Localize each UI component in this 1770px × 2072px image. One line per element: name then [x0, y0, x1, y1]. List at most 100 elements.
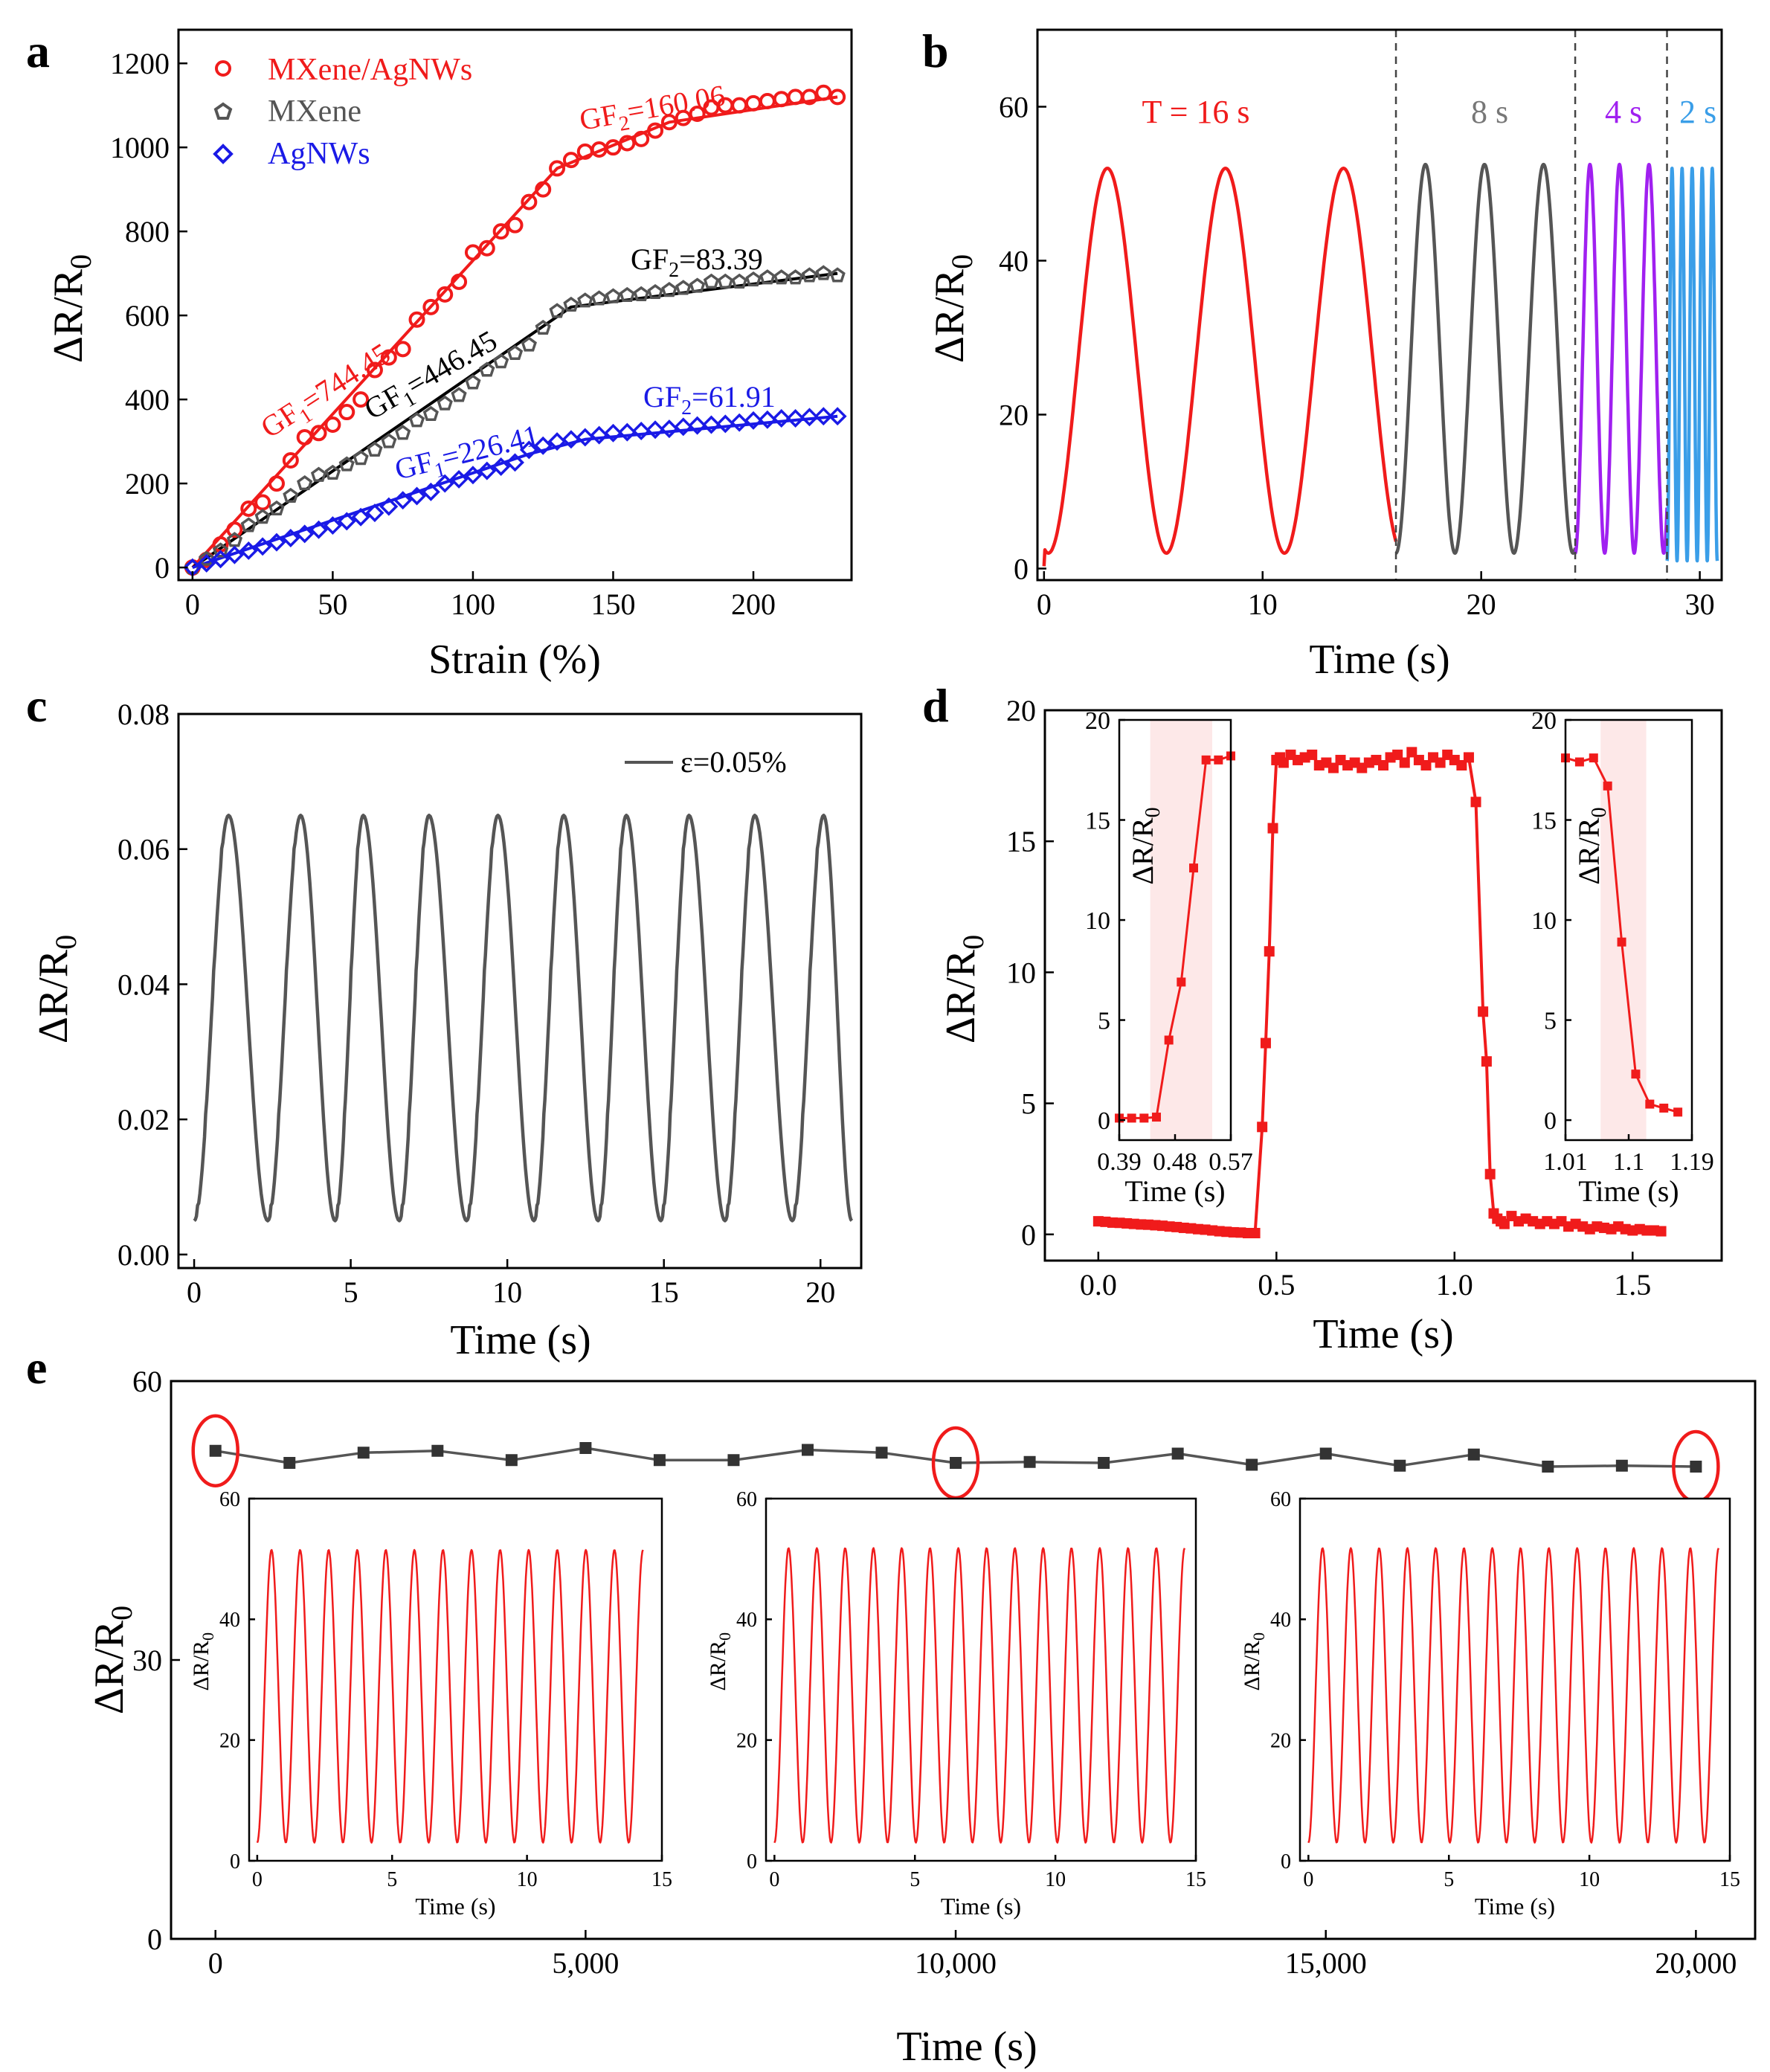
data-point-mxene	[619, 286, 635, 303]
data-point-mxene-agnws	[829, 89, 846, 106]
data-point-mxene-agnws	[408, 311, 425, 328]
panel-c-frame	[177, 712, 863, 1270]
inset-data-point	[1164, 1035, 1174, 1045]
x-tick-label: 0.39	[1097, 1148, 1142, 1176]
data-point-mxene	[745, 271, 762, 287]
data-point-mxene-agnws	[619, 135, 636, 152]
data-point-mxene	[773, 269, 790, 285]
x-tick-label: 10	[1579, 1868, 1600, 1891]
x-tick-label: 15,000	[1285, 1946, 1367, 1980]
data-point-mxene	[549, 303, 565, 318]
data-point-mxene-agnws	[464, 244, 481, 261]
data-point-response	[1470, 797, 1481, 808]
x-tick-label: 200	[731, 588, 776, 621]
inset-data-point	[1589, 753, 1598, 763]
gf2-agnws: GF2=61.91	[643, 380, 776, 419]
inset-background	[1300, 1499, 1730, 1861]
data-point-agnws	[715, 414, 735, 434]
legend-label-mxene-agnws: MXene/AgNWs	[268, 53, 472, 87]
data-point-mxene	[801, 267, 818, 283]
panel-b-label-8s: 8 s	[1471, 94, 1508, 130]
data-point-mxene-agnws	[394, 341, 411, 358]
data-point-response	[1249, 1228, 1261, 1238]
y-tick-label: 200	[125, 467, 170, 501]
data-point-mxene	[689, 277, 706, 293]
data-point-mxene-agnws	[549, 160, 566, 177]
y-tick-label: 0	[1544, 1107, 1557, 1135]
data-point-peak	[1542, 1461, 1554, 1473]
panel-d-xlabel: Time (s)	[1313, 1311, 1453, 1357]
ylabel-a-main: ΔR/R	[45, 268, 91, 363]
data-point-agnws	[323, 516, 342, 535]
inset-data-point	[1673, 1107, 1683, 1117]
data-point-agnws	[828, 407, 847, 426]
panel-d-frame	[1043, 709, 1723, 1262]
data-point-mxene	[829, 267, 846, 283]
y-tick-label: 60	[736, 1488, 757, 1511]
data-point-agnws	[267, 533, 286, 552]
x-tick-label: 20	[1467, 588, 1496, 621]
data-point-mxene	[240, 517, 257, 533]
legend-marker-mxene	[213, 102, 233, 120]
data-point-mxene	[268, 500, 285, 516]
data-point-mxene	[381, 433, 397, 448]
y-tick-label: 10	[1085, 907, 1110, 935]
y-tick-label: 40	[999, 244, 1029, 277]
inset-data-point	[1201, 755, 1211, 765]
y-tick-label: 20	[1531, 707, 1557, 735]
y-tick-label: 0	[1098, 1107, 1110, 1135]
y-tick-label: 1000	[110, 131, 170, 164]
x-tick-label: 1.19	[1670, 1148, 1714, 1176]
data-point-agnws	[197, 553, 216, 573]
data-point-mxene-agnws	[647, 122, 664, 139]
x-tick-label: 100	[451, 588, 495, 621]
highlight-circle	[191, 1414, 239, 1487]
panel-b-label-2s: 2 s	[1679, 94, 1716, 130]
data-point-mxene-agnws	[366, 361, 383, 379]
inset-data-point	[1214, 755, 1223, 765]
data-point-mxene	[199, 550, 215, 566]
data-point-agnws	[253, 537, 272, 556]
data-point-response	[1328, 762, 1339, 773]
data-point-mxene	[479, 361, 495, 377]
inset-ylabel: ΔR/R0	[1572, 807, 1611, 884]
data-point-peak	[1171, 1447, 1184, 1460]
y-tick-label: 60	[219, 1488, 240, 1511]
data-point-peak	[727, 1454, 740, 1467]
inset-background	[766, 1499, 1196, 1861]
data-point-peak	[1246, 1458, 1258, 1471]
data-point-mxene-agnws	[521, 193, 538, 210]
x-tick-label: 150	[590, 588, 635, 621]
inset-xlabel: Time (s)	[1475, 1893, 1555, 1920]
panel-e-ylabel: ΔR/R0	[86, 1606, 138, 1714]
inset-data-point	[1152, 1113, 1161, 1122]
inset-ylabel: ΔR/R0	[1240, 1632, 1268, 1691]
data-point-mxene-agnws	[506, 216, 524, 234]
panel-e-inset-2: 0 5 10 15 0 20 40 60 Time (s) ΔR/R0	[706, 1488, 1206, 1920]
inset-data-point	[1659, 1103, 1669, 1113]
inset-cycle-line	[773, 1547, 1186, 1844]
x-tick-label: 5	[1444, 1868, 1454, 1891]
inset-data-point	[1603, 781, 1612, 791]
y-tick-label: 20	[219, 1729, 240, 1752]
gf2-mxene: GF2=83.39	[631, 242, 763, 282]
data-point-mxene	[591, 290, 608, 306]
data-point-mxene	[661, 282, 678, 297]
data-point-mxene	[675, 280, 692, 295]
y-tick-label: 60	[1270, 1488, 1291, 1511]
panel-b-label-16s: T = 16 s	[1142, 94, 1249, 130]
data-point-mxene	[367, 441, 383, 457]
data-point-agnws	[463, 466, 483, 485]
data-point-mxene	[577, 292, 593, 308]
data-point-mxene	[297, 474, 313, 491]
data-point-mxene-agnws	[605, 139, 622, 156]
y-tick-label: 0	[230, 1850, 240, 1873]
data-point-mxene	[605, 288, 622, 303]
y-tick-label: 0.00	[118, 1238, 170, 1272]
y-tick-label: 30	[132, 1644, 162, 1677]
x-tick-label: 0	[252, 1868, 263, 1891]
ylabel-e-sub: 0	[105, 1606, 138, 1621]
panel-letter-e: e	[26, 1341, 47, 1394]
